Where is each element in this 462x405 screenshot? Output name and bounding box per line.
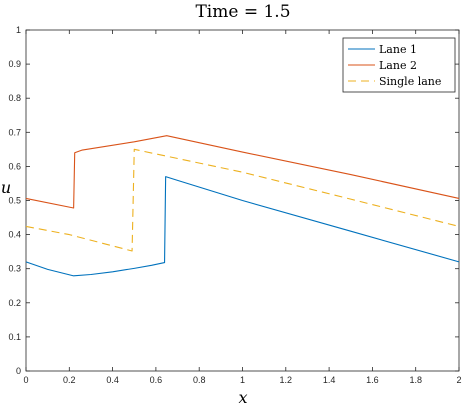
y-tick-label: 0.9 — [8, 59, 21, 69]
legend-entry: Single lane — [379, 75, 441, 88]
legend: Lane 1 Lane 2 Single lane — [342, 37, 456, 93]
y-tick-label: 0.7 — [8, 127, 21, 137]
x-axis-ticks: 0 0.2 0.4 0.6 0.8 1 1.2 1.4 1.6 1.8 2 — [23, 30, 462, 385]
x-tick-label: 1 — [240, 375, 245, 385]
x-tick-label: 1.4 — [323, 375, 336, 385]
chart-title: Time = 1.5 — [195, 2, 290, 22]
y-tick-label: 0.8 — [8, 93, 21, 103]
x-tick-label: 1.2 — [280, 375, 293, 385]
series-line-single-lane — [25, 148, 460, 252]
x-axis-label: x — [238, 388, 247, 405]
x-tick-label: 0.2 — [63, 375, 76, 385]
x-tick-label: 0.8 — [193, 375, 206, 385]
x-tick-label: 1.8 — [409, 375, 422, 385]
y-tick-label: 0.6 — [8, 161, 21, 171]
y-axis-label: u — [1, 178, 11, 197]
legend-entry: Lane 2 — [379, 59, 417, 72]
y-tick-label: 0.3 — [8, 264, 21, 274]
x-tick-label: 0.4 — [106, 375, 119, 385]
series-line-lane-2 — [25, 135, 460, 209]
x-tick-label: 1.6 — [366, 375, 379, 385]
y-axis-ticks: 0 0.1 0.2 0.3 0.4 0.5 0.6 0.7 0.8 0.9 1 — [8, 25, 459, 376]
legend-entry: Lane 1 — [379, 43, 417, 56]
series-line-lane-1 — [25, 176, 460, 277]
series-layer — [25, 135, 460, 277]
y-tick-label: 0 — [16, 366, 21, 376]
y-tick-label: 0.2 — [8, 298, 21, 308]
y-tick-label: 1 — [16, 25, 21, 35]
y-tick-label: 0.1 — [8, 332, 21, 342]
x-tick-label: 0.6 — [150, 375, 163, 385]
y-tick-label: 0.5 — [8, 196, 21, 206]
x-tick-label: 0 — [23, 375, 28, 385]
x-tick-label: 2 — [456, 375, 461, 385]
y-tick-label: 0.4 — [8, 230, 21, 240]
